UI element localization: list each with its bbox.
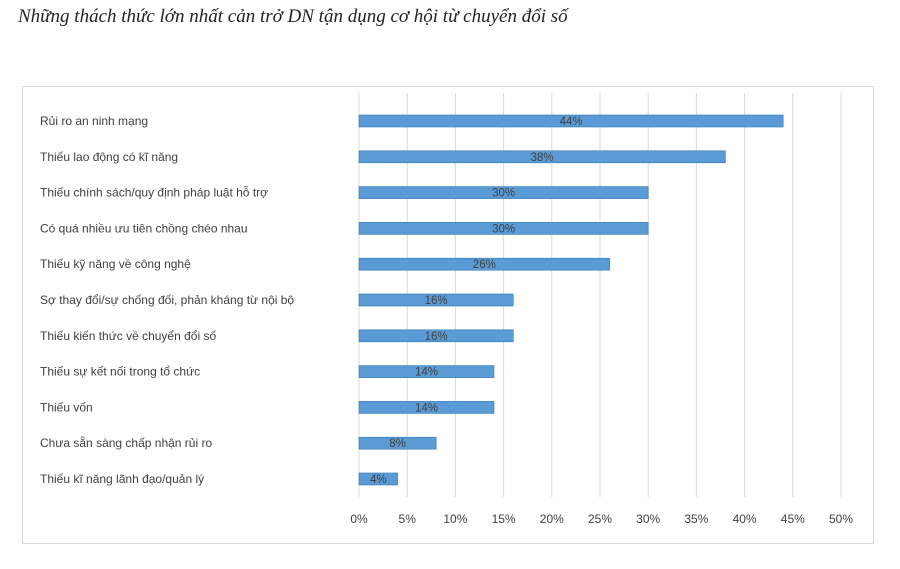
category-label: Thiếu kỹ năng về công nghệ [40, 257, 191, 271]
category-labels: Rủi ro an ninh mạng Thiếu lao động có kĩ … [40, 114, 294, 486]
x-tick-label: 0% [350, 512, 368, 526]
bar [358, 186, 649, 199]
data-label: 30% [492, 188, 515, 200]
bar [358, 365, 495, 378]
data-label: 16% [425, 331, 448, 343]
x-tick-label: 35% [684, 512, 708, 526]
category-label: Chưa sẵn sàng chấp nhận rủi ro [40, 435, 212, 450]
bar [358, 401, 495, 414]
data-label: 26% [473, 259, 496, 271]
category-label: Rủi ro an ninh mạng [40, 114, 148, 128]
data-label: 14% [415, 367, 438, 379]
chart-area: Rủi ro an ninh mạng Thiếu lao động có kĩ … [22, 86, 874, 544]
bar [358, 114, 784, 128]
data-label: 44% [560, 116, 583, 128]
data-label: 16% [425, 295, 448, 307]
bars [358, 114, 784, 486]
category-label: Sợ thay đổi/sự chống đối, phản kháng từ … [40, 293, 294, 307]
value-labels: 44% 38% 30% 30% 26% 16% 16% 14% 14% 8% 4% [370, 116, 583, 486]
x-tick-label: 45% [781, 512, 805, 526]
data-label: 8% [389, 438, 406, 450]
category-label: Thiếu lao động có kĩ năng [40, 150, 178, 164]
bar [358, 293, 514, 307]
x-tick-label: 40% [733, 512, 757, 526]
category-label: Có quá nhiều ưu tiên chồng chéo nhau [40, 221, 248, 235]
bar-chart-svg: Rủi ro an ninh mạng Thiếu lao động có kĩ … [40, 93, 853, 526]
category-label: Thiếu kiến thức về chuyển đổi số [40, 329, 216, 343]
bar [358, 150, 726, 164]
x-tick-label: 15% [492, 512, 516, 526]
category-label: Thiếu chính sách/quy định pháp luật hỗ t… [40, 185, 268, 200]
bar [358, 436, 437, 450]
category-label: Thiếu sự kết nối trong tổ chức [40, 365, 200, 379]
x-tick-label: 30% [636, 512, 660, 526]
x-tick-label: 25% [588, 512, 612, 526]
x-tick-labels: 0% 5% 10% 15% 20% 25% 30% 35% 40% 45% 50% [350, 512, 853, 526]
data-label: 14% [415, 402, 438, 414]
x-tick-label: 20% [540, 512, 564, 526]
category-label: Thiếu vốn [40, 400, 93, 414]
category-label: Thiếu kĩ năng lãnh đạo/quản lý [40, 472, 204, 486]
x-tick-label: 10% [443, 512, 467, 526]
bar [358, 222, 649, 235]
data-label: 30% [492, 223, 515, 235]
bar [358, 329, 514, 343]
data-label: 4% [370, 474, 387, 486]
x-tick-label: 50% [829, 512, 853, 526]
chart-title: Những thách thức lớn nhất cản trở DN tận… [18, 6, 568, 27]
x-tick-label: 5% [399, 512, 417, 526]
data-label: 38% [531, 152, 554, 164]
bar [358, 257, 610, 271]
bar [358, 472, 398, 486]
